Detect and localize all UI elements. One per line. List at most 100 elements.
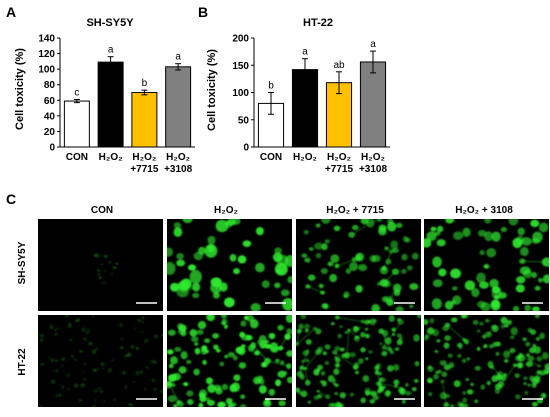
micrograph-image	[296, 315, 421, 407]
neurite	[488, 326, 495, 335]
cell	[510, 326, 518, 336]
neurite	[388, 298, 391, 303]
y-tick-label: 140	[38, 34, 55, 45]
cell	[367, 319, 372, 324]
cell	[233, 374, 241, 382]
chart-title: SH-SY5Y	[86, 17, 134, 29]
cell	[50, 358, 55, 362]
cell	[371, 303, 380, 311]
neurite	[351, 222, 371, 236]
cell	[436, 339, 441, 343]
cell	[321, 219, 331, 224]
cell	[491, 231, 501, 242]
micrograph-image	[167, 315, 292, 407]
cell	[307, 400, 311, 404]
cell	[483, 344, 488, 349]
cell	[239, 404, 247, 407]
cell	[167, 381, 172, 387]
cell	[514, 373, 520, 378]
cell	[297, 390, 302, 395]
cell	[324, 239, 330, 244]
cell-layer	[167, 219, 292, 311]
cell	[443, 364, 451, 371]
cell	[527, 383, 531, 387]
cell	[54, 328, 57, 332]
cell	[532, 306, 540, 311]
cell	[100, 361, 105, 367]
cell	[355, 252, 364, 262]
cell	[476, 329, 481, 333]
cell	[417, 315, 421, 318]
cell	[93, 253, 97, 257]
y-tick-label: 100	[232, 88, 249, 99]
cell	[462, 227, 471, 237]
cell	[534, 315, 540, 319]
cell	[191, 336, 199, 343]
cell	[377, 389, 382, 394]
micrograph-background	[296, 219, 421, 311]
cell	[390, 240, 399, 249]
cell	[60, 364, 64, 367]
cell	[399, 387, 406, 395]
cell	[369, 399, 376, 404]
cell	[118, 322, 124, 328]
cell	[348, 231, 356, 238]
cell	[137, 318, 142, 322]
cell	[150, 378, 156, 383]
cell	[382, 280, 392, 288]
cell	[280, 360, 285, 365]
cell	[198, 402, 204, 407]
panel-letter-b: B	[198, 4, 208, 20]
cell	[396, 333, 402, 338]
column-label-h2o2-7715: H₂O₂ + 7715	[326, 205, 384, 216]
y-tick-label: 60	[44, 96, 56, 107]
cell	[111, 359, 115, 362]
y-tick-label: 200	[232, 34, 249, 45]
cell	[92, 315, 95, 318]
cell	[433, 373, 439, 380]
x-tick-sublabel: +3108	[164, 164, 193, 175]
cell	[524, 304, 531, 311]
neurite	[252, 344, 268, 362]
neurite	[500, 365, 516, 385]
y-tick-label: 50	[238, 115, 250, 126]
cell	[173, 404, 178, 407]
x-tick-sublabel: +7715	[325, 164, 354, 175]
cell	[537, 277, 544, 283]
cell	[538, 222, 549, 233]
cell	[100, 389, 103, 393]
cell	[176, 259, 186, 267]
cell	[97, 269, 101, 272]
cell	[530, 329, 537, 335]
cell	[427, 391, 433, 397]
cell	[80, 383, 85, 388]
x-tick-label: H₂O₂	[132, 152, 156, 163]
micrograph-image	[167, 219, 292, 311]
cell	[170, 356, 178, 365]
cell	[427, 365, 433, 370]
cell	[130, 345, 135, 349]
cell	[56, 327, 60, 331]
cell	[196, 329, 204, 335]
cell	[388, 315, 395, 322]
cell	[135, 346, 140, 351]
cell	[452, 295, 462, 305]
cell	[98, 276, 102, 279]
cell	[322, 351, 327, 356]
cell	[55, 394, 58, 398]
cell	[305, 339, 312, 345]
cell	[413, 334, 420, 342]
cell	[358, 264, 368, 272]
cell	[539, 332, 545, 340]
cell	[187, 398, 194, 405]
cell	[432, 256, 442, 268]
neurite	[296, 328, 316, 345]
cell	[492, 341, 497, 348]
cell	[215, 219, 229, 233]
cell	[286, 350, 292, 357]
cell	[82, 337, 88, 341]
neurite	[447, 324, 467, 343]
cell	[531, 382, 537, 388]
cell	[466, 357, 470, 361]
cell	[318, 283, 324, 289]
